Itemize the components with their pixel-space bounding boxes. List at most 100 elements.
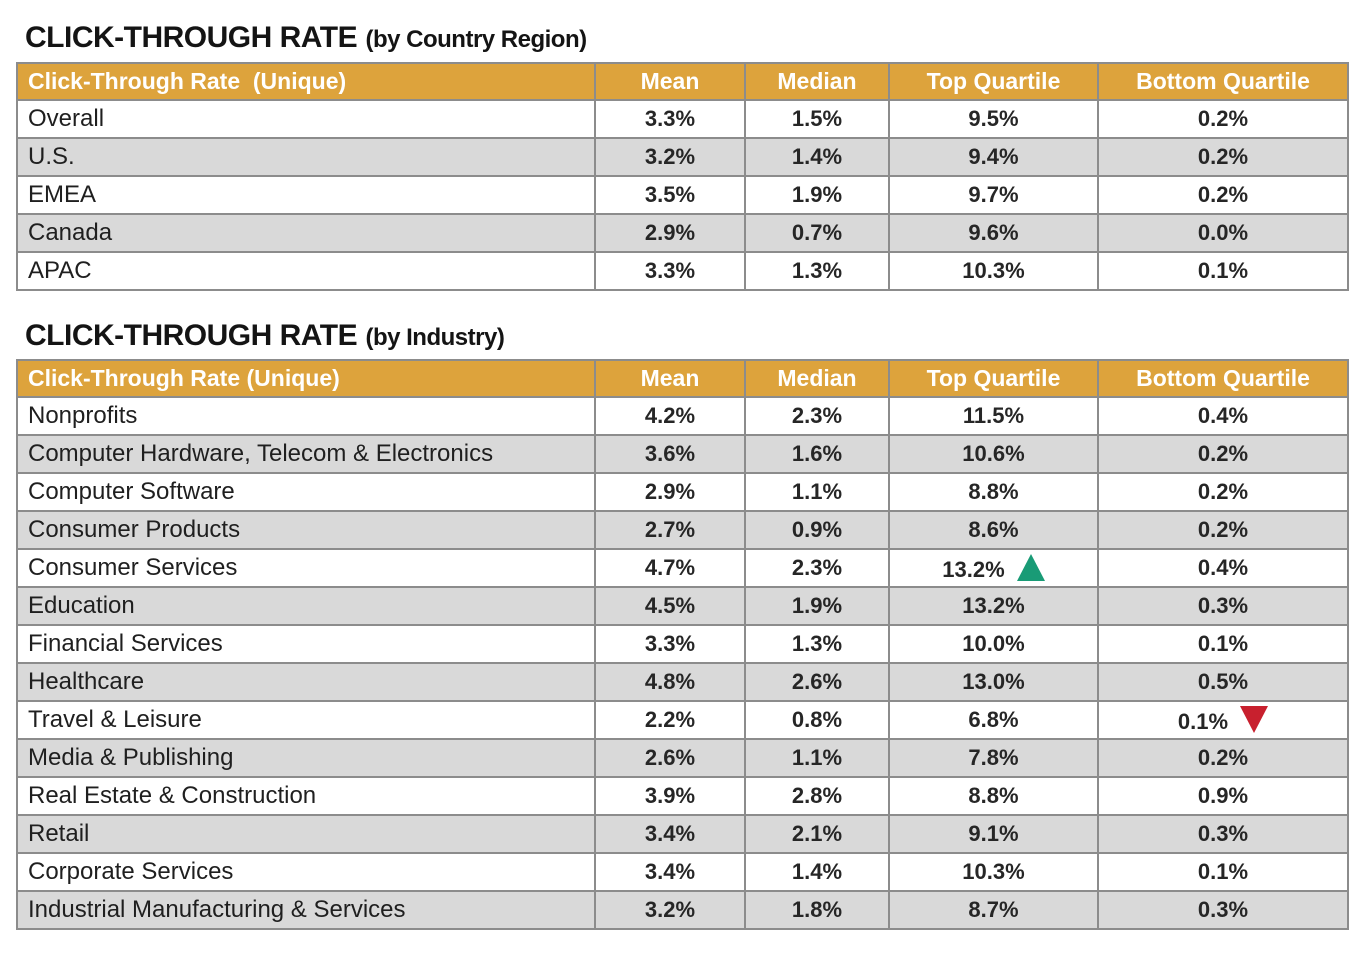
bottom-quartile-value: 0.4% <box>1097 396 1349 437</box>
cell-text: 1.3% <box>791 631 843 657</box>
bottom-quartile-value: 0.2% <box>1097 174 1349 215</box>
cell-text: 9.5% <box>968 105 1019 131</box>
cell-text: 2.8% <box>791 783 843 809</box>
column-header-mean: Mean <box>594 359 746 399</box>
bottom-quartile-value: 0.3% <box>1097 586 1349 627</box>
cell-text: 3.2% <box>644 143 696 169</box>
mean-value: 3.2% <box>594 136 746 177</box>
cell-text: 3.5% <box>644 181 696 207</box>
bottom-quartile-value: 0.5% <box>1097 662 1349 703</box>
cell-text: 0.1% <box>1177 708 1229 734</box>
median-value: 2.3% <box>744 396 890 437</box>
cell-text: 4.8% <box>644 669 696 695</box>
top-quartile-value: 11.5% <box>888 396 1099 437</box>
table-row: Media & Publishing 2.6% 1.1% 7.8% 0.2% <box>16 738 1349 779</box>
bottom-quartile-value: 0.4% <box>1097 548 1349 589</box>
median-value: 1.1% <box>744 738 890 779</box>
cell-text: 2.6% <box>644 745 696 771</box>
column-header-median: Median <box>744 359 890 399</box>
column-header-bottom-quartile: Bottom Quartile <box>1097 61 1349 101</box>
top-quartile-value: 9.7% <box>888 174 1099 215</box>
column-header-bottom-quartile: Bottom Quartile <box>1097 359 1349 399</box>
table-row: Travel & Leisure 2.2% 0.8% 6.8% 0.1% <box>16 700 1349 741</box>
section-title-sub: (by Industry) <box>365 323 505 351</box>
cell-text: 9.4% <box>968 143 1019 169</box>
top-quartile-value: 8.6% <box>888 510 1099 551</box>
bottom-quartile-value: 0.2% <box>1097 98 1349 139</box>
cell-text: 1.9% <box>791 181 843 207</box>
cell-text: 0.1% <box>1197 257 1249 283</box>
country-section-title: CLICK-THROUGH RATE (by Country Region) <box>25 20 1348 54</box>
row-label: APAC <box>16 250 596 291</box>
cell-text: Travel & Leisure <box>28 706 202 734</box>
cell-text: 3.4% <box>644 821 696 847</box>
cell-text: 1.9% <box>791 593 843 619</box>
cell-text: 0.0% <box>1197 219 1249 245</box>
bottom-quartile-value: 0.2% <box>1097 738 1349 779</box>
section-title-main: CLICK-THROUGH RATE <box>25 21 358 54</box>
mean-value: 3.5% <box>594 174 746 215</box>
cell-text: 1.6% <box>791 441 843 467</box>
cell-text: EMEA <box>28 180 97 208</box>
bottom-quartile-value: 0.1% <box>1097 700 1349 741</box>
top-quartile-value: 10.0% <box>888 624 1099 665</box>
top-quartile-value: 9.5% <box>888 98 1099 139</box>
bottom-quartile-value: 0.1% <box>1097 250 1349 291</box>
cell-text: 0.9% <box>791 517 843 543</box>
cell-text: 0.2% <box>1197 181 1249 207</box>
median-value: 1.9% <box>744 586 890 627</box>
cell-text: 0.8% <box>791 707 843 733</box>
cell-text: 0.2% <box>1197 479 1249 505</box>
table-row: Education 4.5% 1.9% 13.2% 0.3% <box>16 586 1349 627</box>
median-value: 2.3% <box>744 548 890 589</box>
cell-text: Consumer Products <box>28 516 241 544</box>
cell-text: 3.3% <box>644 631 696 657</box>
cell-text: Computer Hardware, Telecom & Electronics <box>28 440 494 468</box>
median-value: 1.9% <box>744 174 890 215</box>
table-header-row: Click-Through Rate (Unique) Mean Median … <box>16 359 1349 399</box>
table-header-row: Click-Through Rate (Unique) Mean Median … <box>16 61 1349 101</box>
table-row: Retail 3.4% 2.1% 9.1% 0.3% <box>16 814 1349 855</box>
cell-text: 8.7% <box>968 897 1019 923</box>
row-label: Education <box>16 586 596 627</box>
cell-text: 1.4% <box>791 143 843 169</box>
cell-text: 4.5% <box>644 593 696 619</box>
mean-value: 3.9% <box>594 776 746 817</box>
table-row: Corporate Services 3.4% 1.4% 10.3% 0.1% <box>16 852 1349 893</box>
cell-text: 4.7% <box>644 555 696 581</box>
top-quartile-value: 10.3% <box>888 852 1099 893</box>
median-value: 0.8% <box>744 700 890 741</box>
cell-text: 0.3% <box>1197 593 1249 619</box>
column-header-row-label: Click-Through Rate (Unique) <box>16 61 596 101</box>
column-header-top-quartile: Top Quartile <box>888 61 1099 101</box>
cell-text: 3.2% <box>644 897 696 923</box>
cell-text: 0.1% <box>1197 859 1249 885</box>
bottom-quartile-value: 0.2% <box>1097 472 1349 513</box>
cell-text: 0.3% <box>1197 821 1249 847</box>
mean-value: 2.2% <box>594 700 746 741</box>
mean-value: 2.9% <box>594 472 746 513</box>
cell-text: 13.0% <box>962 669 1025 695</box>
mean-value: 3.4% <box>594 814 746 855</box>
cell-text: 10.3% <box>962 257 1025 283</box>
top-quartile-value: 13.2% <box>888 586 1099 627</box>
cell-text: 3.3% <box>644 257 696 283</box>
top-quartile-value: 8.7% <box>888 890 1099 931</box>
table-row: Consumer Products 2.7% 0.9% 8.6% 0.2% <box>16 510 1349 551</box>
cell-text: 10.3% <box>962 859 1025 885</box>
median-value: 1.1% <box>744 472 890 513</box>
bottom-quartile-value: 0.0% <box>1097 212 1349 253</box>
cell-text: 2.7% <box>644 517 696 543</box>
cell-text: 0.2% <box>1197 517 1249 543</box>
mean-value: 2.9% <box>594 212 746 253</box>
cell-text: 9.6% <box>968 219 1019 245</box>
row-label: Overall <box>16 98 596 139</box>
median-value: 2.8% <box>744 776 890 817</box>
cell-text: 6.8% <box>968 707 1019 733</box>
table-row: Computer Software 2.9% 1.1% 8.8% 0.2% <box>16 472 1349 513</box>
cell-text: 1.1% <box>791 479 843 505</box>
report-page: CLICK-THROUGH RATE (by Country Region) C… <box>16 20 1349 931</box>
column-header-top-quartile: Top Quartile <box>888 359 1099 399</box>
top-quartile-value: 6.8% <box>888 700 1099 741</box>
cell-text: Financial Services <box>28 630 223 658</box>
